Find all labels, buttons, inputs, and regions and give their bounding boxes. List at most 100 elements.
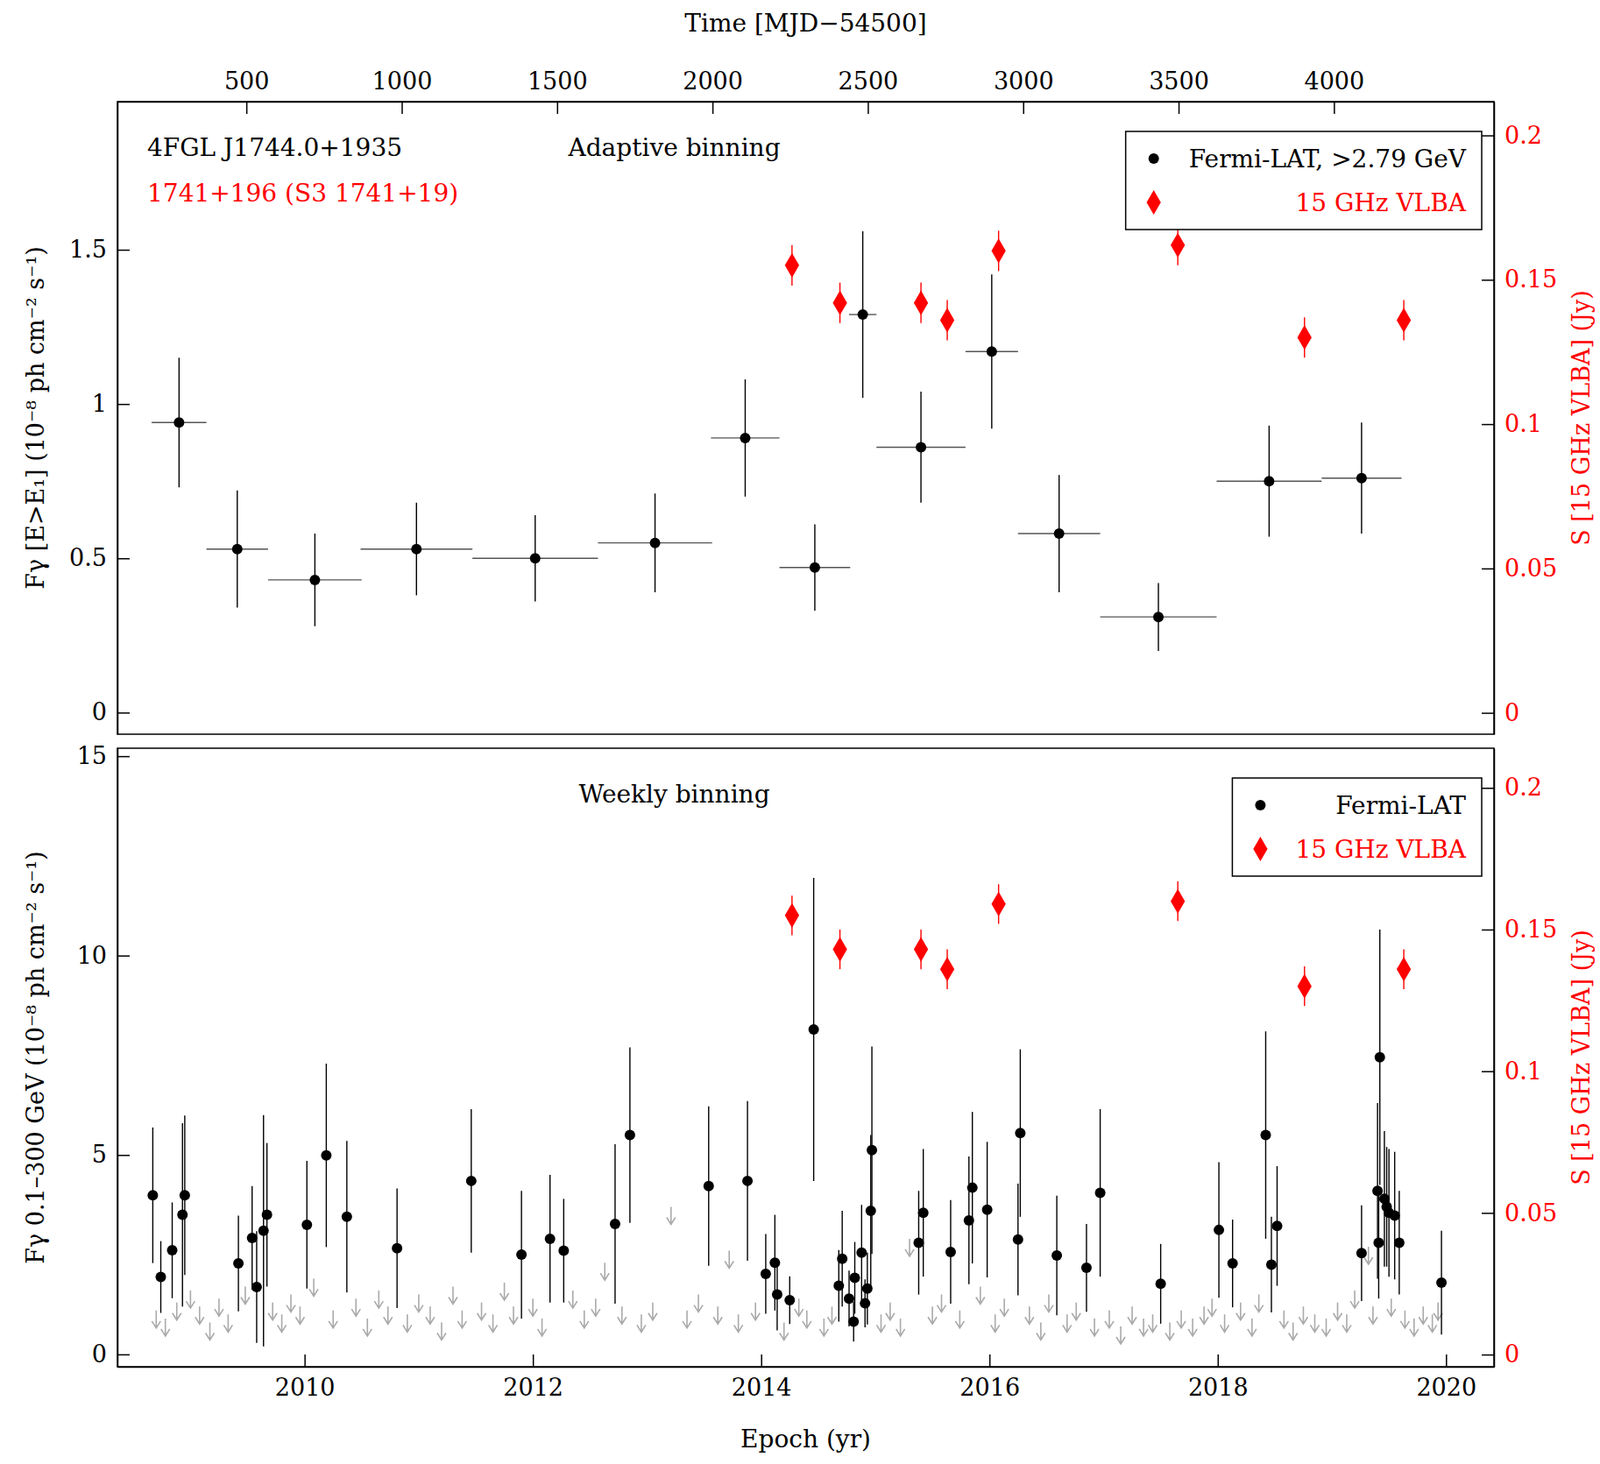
legend-label: 15 GHz VLBA bbox=[1295, 835, 1466, 864]
point bbox=[391, 1243, 403, 1254]
point bbox=[173, 417, 185, 428]
tick: 0 bbox=[92, 698, 130, 726]
tick-mark bbox=[117, 1154, 130, 1157]
tick-label: 0.05 bbox=[1504, 554, 1558, 582]
upper-limit bbox=[1207, 1298, 1217, 1317]
point bbox=[918, 1207, 929, 1218]
point bbox=[857, 309, 869, 320]
point bbox=[309, 574, 320, 586]
upper-limit bbox=[724, 1251, 734, 1269]
figure: 00.511.500.050.10.150.250010001500200025… bbox=[0, 0, 1600, 1464]
tick-label: 0 bbox=[1504, 1340, 1520, 1368]
upper-limit bbox=[955, 1310, 964, 1329]
legend-marker bbox=[1148, 153, 1160, 164]
tick: 0.05 bbox=[1481, 1199, 1558, 1227]
point bbox=[940, 307, 955, 333]
point bbox=[836, 1253, 848, 1265]
point bbox=[809, 562, 821, 574]
upper-limit bbox=[538, 1318, 547, 1337]
upper-limit bbox=[1104, 1310, 1114, 1329]
upper-limit bbox=[568, 1290, 578, 1309]
point bbox=[251, 1281, 262, 1293]
tick: 4000 bbox=[1304, 67, 1366, 114]
point bbox=[1396, 956, 1411, 982]
axis-line bbox=[117, 102, 120, 736]
x2-axis: 5001000150020002500300035004000 bbox=[118, 67, 1495, 114]
point bbox=[301, 1219, 312, 1231]
point bbox=[341, 1211, 353, 1223]
legend-box bbox=[1231, 778, 1482, 877]
upper-limit bbox=[383, 1306, 393, 1324]
upper-limit bbox=[1279, 1310, 1289, 1329]
plot-frame bbox=[117, 748, 1494, 1367]
upper-limit bbox=[1220, 1314, 1230, 1332]
point bbox=[808, 1024, 820, 1035]
tick-label: 1.5 bbox=[69, 235, 107, 263]
title: Adaptive binning bbox=[566, 133, 780, 163]
tick-label: 0.15 bbox=[1504, 265, 1558, 293]
upper-limit bbox=[477, 1302, 487, 1321]
point bbox=[530, 552, 541, 564]
upper-limit bbox=[528, 1298, 538, 1317]
upper-limit bbox=[509, 1306, 518, 1324]
tick-label: 500 bbox=[224, 67, 270, 95]
upper-limit bbox=[1116, 1326, 1126, 1345]
point bbox=[1213, 1224, 1225, 1236]
tick-label: 0.2 bbox=[1504, 773, 1543, 801]
legend-label: Fermi-LAT, >2.79 GeV bbox=[1189, 144, 1467, 174]
tick-label: 0 bbox=[92, 698, 107, 726]
point bbox=[1436, 1277, 1447, 1289]
upper-limit bbox=[693, 1295, 703, 1313]
upper-limit bbox=[1188, 1318, 1197, 1337]
upper-limit bbox=[896, 1318, 906, 1337]
point bbox=[1095, 1188, 1106, 1199]
point bbox=[1260, 1130, 1271, 1141]
point bbox=[1155, 1278, 1167, 1289]
point bbox=[991, 238, 1006, 263]
tick-label: 10 bbox=[77, 941, 107, 970]
point bbox=[1356, 1247, 1367, 1259]
point bbox=[1170, 889, 1185, 914]
upper-limit bbox=[1350, 1290, 1360, 1309]
tick-mark bbox=[117, 403, 130, 406]
point bbox=[624, 1130, 636, 1141]
upper-limit bbox=[976, 1287, 985, 1305]
upper-limit bbox=[403, 1314, 412, 1332]
tick-mark bbox=[712, 101, 715, 114]
upper-limit bbox=[927, 1306, 937, 1324]
tick-label: 0.05 bbox=[1504, 1199, 1558, 1227]
point bbox=[1297, 325, 1312, 350]
upper-limit bbox=[819, 1318, 829, 1337]
point bbox=[410, 544, 422, 555]
panel: 00.511.500.050.10.150.250010001500200025… bbox=[21, 8, 1595, 736]
upper-limit bbox=[172, 1302, 182, 1321]
upper-limit bbox=[448, 1287, 458, 1305]
series bbox=[785, 225, 1412, 359]
tick-mark bbox=[1022, 101, 1025, 114]
tick: 15 bbox=[77, 742, 130, 770]
tick: 2014 bbox=[731, 1354, 793, 1402]
tick-mark bbox=[867, 101, 870, 114]
tick: 1.5 bbox=[69, 235, 130, 263]
upper-limit bbox=[351, 1298, 361, 1317]
tick: 1000 bbox=[372, 67, 433, 114]
legend-marker bbox=[1253, 836, 1268, 862]
point bbox=[832, 290, 847, 316]
upper-limit bbox=[734, 1314, 744, 1332]
upper-limit bbox=[362, 1318, 372, 1337]
point bbox=[261, 1210, 273, 1221]
point bbox=[1396, 307, 1411, 333]
upper-limit bbox=[1247, 1318, 1257, 1337]
upper-limit bbox=[1400, 1310, 1409, 1329]
tick-label: 0.15 bbox=[1504, 915, 1558, 943]
tick-mark bbox=[1333, 101, 1336, 114]
point bbox=[940, 956, 955, 982]
point bbox=[915, 441, 927, 453]
tick: 2018 bbox=[1188, 1354, 1249, 1402]
upper-limit bbox=[223, 1314, 233, 1332]
upper-limit bbox=[1418, 1306, 1428, 1324]
upper-limit bbox=[457, 1310, 467, 1329]
upper-limit bbox=[195, 1306, 205, 1324]
point bbox=[945, 1246, 956, 1258]
tick-mark bbox=[1481, 134, 1494, 137]
